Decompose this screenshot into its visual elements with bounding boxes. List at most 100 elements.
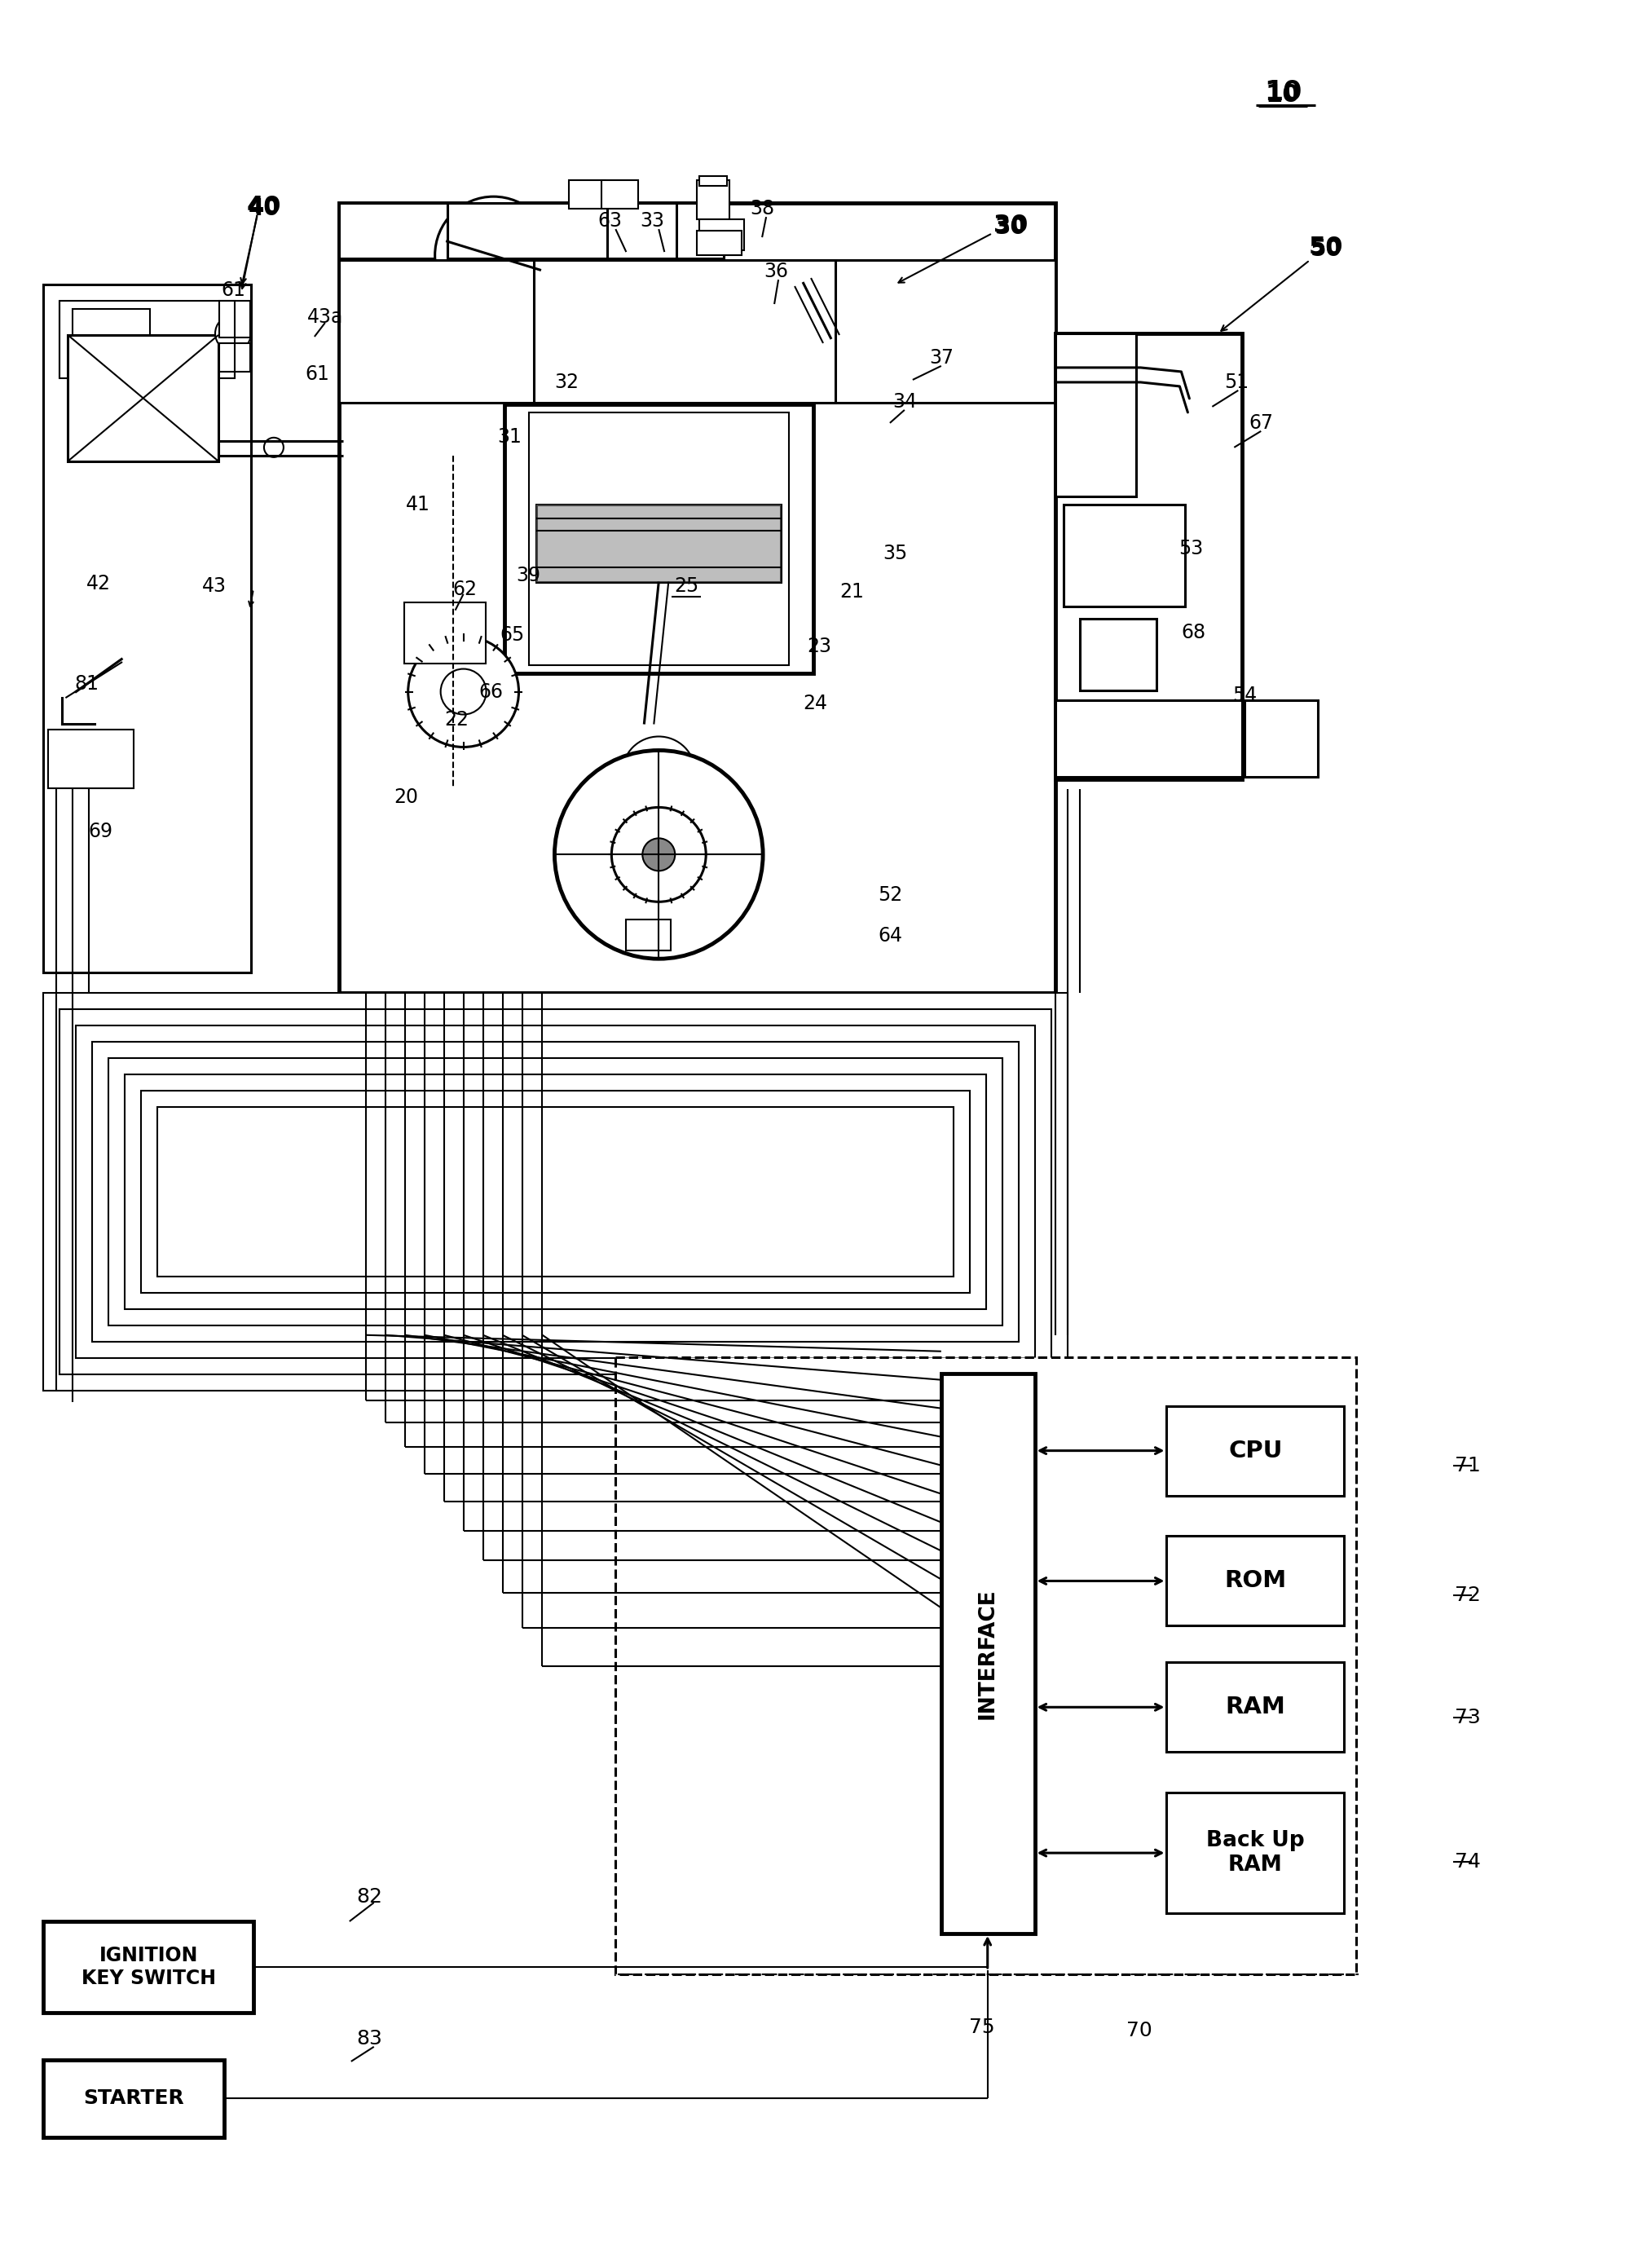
Text: 65: 65 [501, 625, 525, 644]
Text: 63: 63 [598, 212, 623, 230]
Text: 51: 51 [1224, 373, 1249, 393]
Text: 52: 52 [877, 885, 902, 905]
Text: 24: 24 [803, 693, 828, 714]
Bar [48, 729, 134, 788]
Text: 81: 81 [74, 673, 99, 693]
Text: 10: 10 [1265, 84, 1300, 106]
Text: 30: 30 [993, 212, 1028, 237]
Bar [140, 1091, 970, 1292]
Bar [699, 176, 727, 185]
Text: 20: 20 [395, 788, 418, 808]
Text: 71: 71 [1455, 1456, 1480, 1474]
Bar [616, 1357, 1356, 1973]
Bar [570, 181, 606, 208]
Bar [43, 285, 251, 973]
Text: 43: 43 [202, 576, 226, 596]
Text: 67: 67 [1249, 413, 1274, 434]
Bar [59, 1009, 1051, 1375]
Text: RAM: RAM [1226, 1696, 1285, 1718]
Text: 72: 72 [1455, 1585, 1480, 1605]
Bar [529, 413, 790, 664]
Text: ROM: ROM [1224, 1569, 1287, 1592]
Bar [76, 1025, 1034, 1357]
Text: 43a: 43a [307, 307, 344, 327]
Text: STARTER: STARTER [83, 2089, 185, 2109]
Bar [699, 219, 743, 251]
Text: 74: 74 [1455, 1852, 1480, 1872]
Text: 70: 70 [1127, 2021, 1151, 2041]
Bar [220, 343, 249, 373]
Bar [157, 1106, 953, 1276]
Text: 68: 68 [1181, 623, 1206, 641]
Bar [1166, 1407, 1345, 1495]
Text: 75: 75 [970, 2016, 995, 2037]
Text: 50: 50 [1310, 237, 1341, 262]
Bar [43, 1922, 253, 2012]
Text: 31: 31 [497, 427, 522, 447]
Bar [405, 603, 486, 664]
Bar [43, 2059, 225, 2136]
Text: 37: 37 [928, 348, 953, 368]
Text: 54: 54 [1232, 684, 1257, 704]
Text: 25: 25 [674, 576, 699, 596]
Circle shape [434, 196, 552, 314]
Bar [697, 230, 742, 255]
Bar [608, 203, 677, 257]
Circle shape [623, 736, 695, 811]
Circle shape [643, 838, 676, 872]
Text: 83: 83 [357, 2030, 382, 2048]
Text: CPU: CPU [1229, 1438, 1282, 1463]
Bar [43, 994, 1067, 1391]
Bar [942, 1373, 1034, 1933]
Bar [59, 300, 235, 377]
Bar [339, 203, 1056, 994]
Bar [626, 919, 671, 951]
Circle shape [555, 750, 763, 960]
Bar [1056, 334, 1242, 779]
Bar [1079, 619, 1156, 691]
Text: 41: 41 [406, 495, 430, 515]
Bar [504, 404, 813, 673]
Bar [537, 504, 781, 583]
Bar [126, 1075, 986, 1310]
Circle shape [441, 668, 486, 714]
Bar [93, 1041, 1019, 1341]
Bar [1056, 700, 1242, 777]
Text: Back Up
RAM: Back Up RAM [1206, 1831, 1305, 1876]
Text: 50: 50 [1308, 235, 1343, 260]
Text: 66: 66 [479, 682, 504, 702]
Text: 73: 73 [1455, 1707, 1480, 1727]
Bar [1056, 334, 1137, 497]
Bar [1166, 1662, 1345, 1752]
Bar [697, 181, 730, 219]
Text: 40: 40 [246, 194, 281, 219]
Circle shape [611, 808, 705, 901]
Bar [1166, 1793, 1345, 1913]
Bar [1064, 504, 1186, 605]
Text: 36: 36 [763, 262, 788, 282]
Bar [339, 260, 1056, 402]
Bar [109, 1059, 1003, 1325]
Circle shape [408, 637, 519, 747]
Bar [339, 203, 686, 257]
Text: 64: 64 [877, 926, 902, 946]
Bar [601, 181, 638, 208]
Text: 82: 82 [355, 1888, 382, 1906]
Circle shape [264, 438, 284, 456]
Text: INTERFACE: INTERFACE [976, 1587, 998, 1718]
Text: 21: 21 [839, 583, 864, 601]
Text: 69: 69 [88, 822, 112, 842]
Text: 22: 22 [444, 709, 469, 729]
Text: 38: 38 [750, 199, 775, 219]
Text: 34: 34 [892, 393, 917, 411]
Bar [1244, 700, 1318, 777]
Text: 39: 39 [517, 564, 540, 585]
Text: 23: 23 [806, 637, 831, 655]
Bar [1166, 1535, 1345, 1626]
Circle shape [215, 316, 251, 352]
Text: 32: 32 [555, 373, 578, 393]
Text: IGNITION
KEY SWITCH: IGNITION KEY SWITCH [81, 1946, 216, 1987]
Bar [220, 300, 249, 336]
Text: 10: 10 [1264, 79, 1302, 106]
Text: 30: 30 [995, 217, 1026, 239]
